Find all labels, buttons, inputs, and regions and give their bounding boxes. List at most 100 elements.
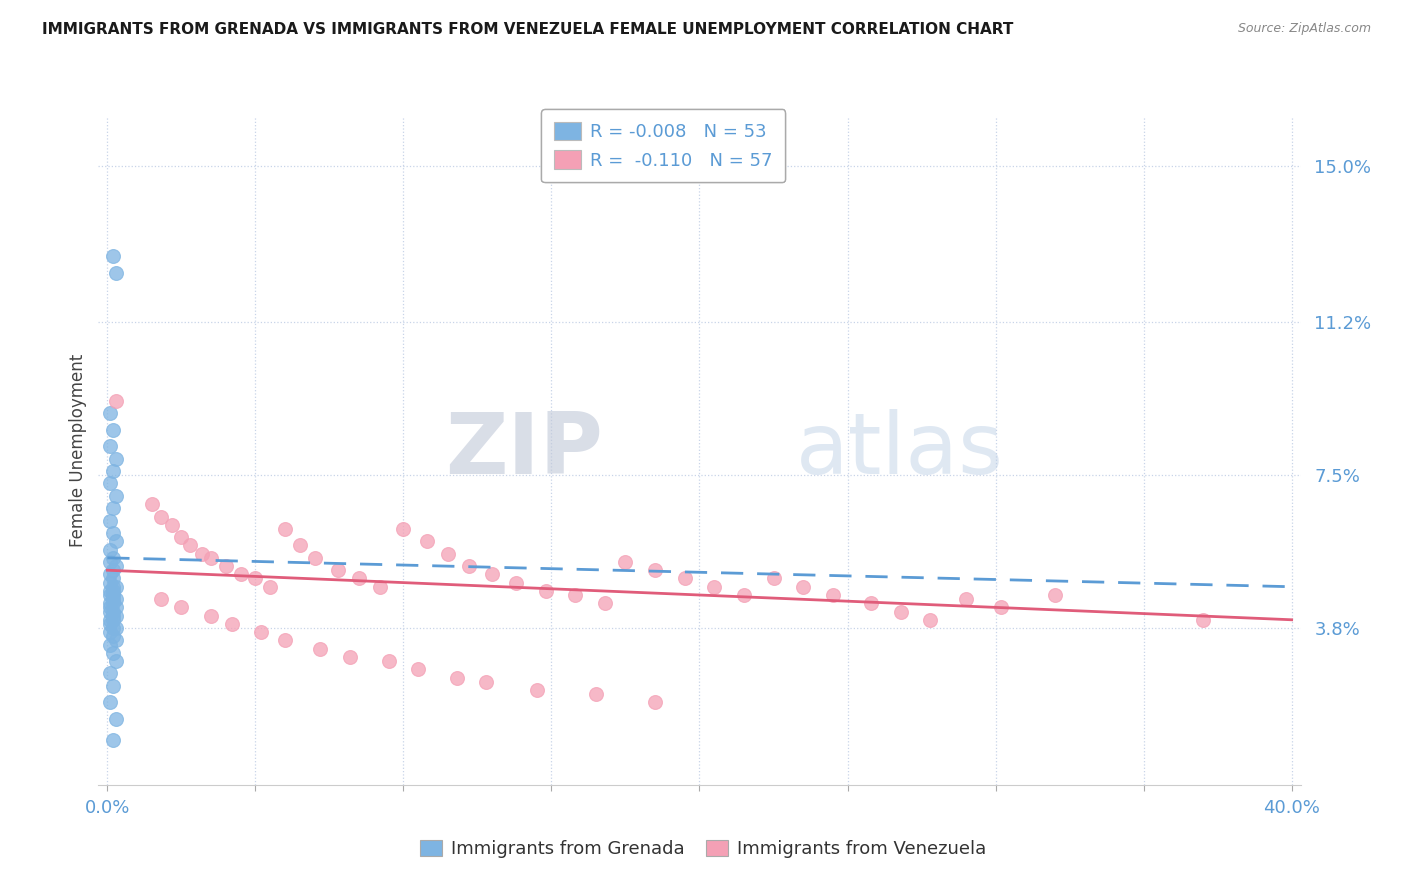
Point — [98, 613, 121, 627]
Point — [377, 654, 399, 668]
Point — [98, 596, 121, 610]
Point — [103, 550, 125, 565]
Point — [105, 534, 128, 549]
Point — [614, 555, 637, 569]
Point — [170, 600, 193, 615]
Point — [229, 567, 252, 582]
Point — [105, 393, 128, 408]
Point — [703, 580, 725, 594]
Point — [105, 451, 128, 466]
Point — [990, 600, 1012, 615]
Text: Source: ZipAtlas.com: Source: ZipAtlas.com — [1237, 22, 1371, 36]
Y-axis label: Female Unemployment: Female Unemployment — [69, 354, 87, 547]
Point — [98, 542, 121, 557]
Point — [103, 501, 125, 516]
Point — [98, 555, 121, 569]
Point — [98, 625, 121, 640]
Point — [733, 588, 755, 602]
Point — [98, 616, 121, 631]
Point — [481, 567, 503, 582]
Point — [98, 605, 121, 619]
Point — [98, 666, 121, 681]
Point — [103, 526, 125, 541]
Point — [98, 638, 121, 652]
Point — [304, 550, 326, 565]
Point — [475, 674, 498, 689]
Point — [103, 605, 125, 619]
Point — [457, 559, 479, 574]
Point — [1192, 613, 1215, 627]
Point — [105, 600, 128, 615]
Point — [105, 621, 128, 635]
Point — [105, 712, 128, 726]
Point — [288, 538, 311, 552]
Point — [762, 572, 785, 586]
Point — [103, 679, 125, 693]
Point — [98, 600, 121, 615]
Point — [105, 266, 128, 280]
Point — [103, 464, 125, 478]
Point — [105, 580, 128, 594]
Text: atlas: atlas — [796, 409, 1004, 492]
Point — [416, 534, 439, 549]
Point — [534, 583, 557, 598]
Point — [98, 476, 121, 491]
Text: IMMIGRANTS FROM GRENADA VS IMMIGRANTS FROM VENEZUELA FEMALE UNEMPLOYMENT CORRELA: IMMIGRANTS FROM GRENADA VS IMMIGRANTS FR… — [42, 22, 1014, 37]
Point — [792, 580, 814, 594]
Point — [103, 580, 125, 594]
Point — [191, 547, 214, 561]
Point — [179, 538, 201, 552]
Point — [105, 489, 128, 503]
Point — [392, 522, 415, 536]
Point — [103, 629, 125, 643]
Point — [644, 695, 666, 709]
Point — [103, 608, 125, 623]
Point — [339, 649, 361, 664]
Point — [221, 616, 243, 631]
Point — [328, 563, 350, 577]
Legend: R = -0.008   N = 53, R =  -0.110   N = 57: R = -0.008 N = 53, R = -0.110 N = 57 — [541, 109, 786, 182]
Point — [673, 572, 696, 586]
Point — [103, 596, 125, 610]
Point — [98, 514, 121, 528]
Point — [585, 687, 607, 701]
Point — [141, 497, 163, 511]
Point — [890, 605, 912, 619]
Point — [955, 592, 977, 607]
Point — [274, 522, 297, 536]
Point — [505, 575, 527, 590]
Point — [103, 572, 125, 586]
Point — [149, 509, 172, 524]
Point — [920, 613, 942, 627]
Point — [98, 439, 121, 453]
Point — [103, 588, 125, 602]
Point — [98, 575, 121, 590]
Point — [259, 580, 281, 594]
Point — [98, 588, 121, 602]
Point — [526, 683, 548, 698]
Point — [98, 567, 121, 582]
Point — [103, 732, 125, 747]
Point — [103, 423, 125, 437]
Point — [1043, 588, 1066, 602]
Point — [250, 625, 273, 640]
Point — [103, 621, 125, 635]
Legend: Immigrants from Grenada, Immigrants from Venezuela: Immigrants from Grenada, Immigrants from… — [413, 832, 993, 865]
Point — [245, 572, 267, 586]
Point — [860, 596, 883, 610]
Point — [103, 613, 125, 627]
Point — [406, 662, 429, 676]
Point — [170, 530, 193, 544]
Point — [347, 572, 370, 586]
Point — [103, 583, 125, 598]
Point — [103, 592, 125, 607]
Point — [200, 550, 222, 565]
Point — [105, 559, 128, 574]
Point — [98, 406, 121, 420]
Point — [644, 563, 666, 577]
Point — [103, 249, 125, 263]
Point — [105, 654, 128, 668]
Point — [200, 608, 222, 623]
Point — [309, 641, 332, 656]
Point — [446, 671, 468, 685]
